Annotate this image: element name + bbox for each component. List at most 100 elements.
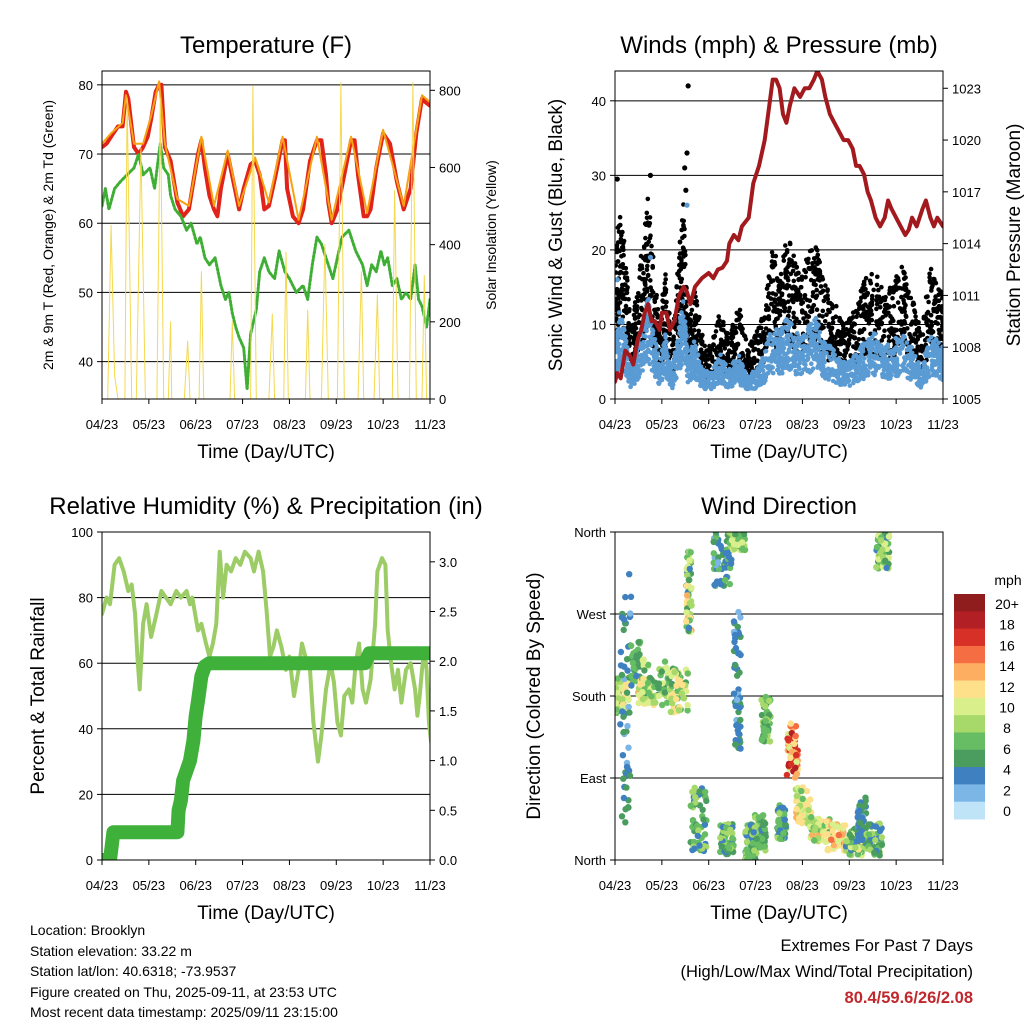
scatter-point-0: [786, 313, 791, 319]
scatter-point-1: [663, 351, 668, 357]
scatter-spike-1: [684, 202, 690, 208]
x-tick-label: 04/23: [86, 417, 119, 432]
scatter-point-1: [810, 354, 816, 360]
scatter-point-0: [795, 287, 801, 293]
scatter-point-0: [624, 270, 629, 276]
scatter-point-0: [641, 245, 647, 250]
direction-point: [628, 682, 635, 689]
scatter-point-0: [786, 293, 792, 298]
scatter-point-1: [784, 326, 790, 332]
direction-point: [701, 831, 709, 838]
scatter-point-0: [810, 305, 815, 311]
scatter-point-0: [862, 282, 867, 288]
direction-point: [835, 838, 842, 845]
direction-point: [729, 835, 736, 842]
series-line-3: [102, 82, 430, 399]
x-axis-label: Time (Day/UTC): [710, 903, 848, 924]
scatter-point-0: [798, 285, 804, 290]
scatter-point-1: [836, 372, 841, 377]
scatter-point-0: [778, 308, 783, 314]
direction-point: [615, 684, 620, 692]
scatter-point-0: [692, 313, 698, 319]
direction-point: [730, 540, 738, 548]
direction-point: [803, 788, 811, 795]
scatter-point-0: [882, 328, 887, 334]
scatter-point-0: [619, 253, 624, 259]
scatter-point-0: [936, 287, 941, 292]
scatter-point-0: [911, 300, 916, 306]
scatter-point-0: [901, 269, 906, 275]
x-tick-label: 11/23: [414, 878, 446, 893]
scatter-point-0: [805, 319, 810, 324]
scatter-point-1: [907, 370, 912, 375]
direction-point: [654, 681, 661, 689]
scatter-point-1: [650, 332, 656, 337]
scatter-point-1: [778, 364, 784, 369]
direction-point: [683, 592, 691, 599]
plot-area: [102, 549, 430, 860]
scatter-point-0: [616, 229, 622, 234]
scatter-point-1: [623, 338, 628, 344]
scatter-point-1: [902, 334, 907, 340]
scatter-point-0: [886, 310, 891, 316]
scatter-point-1: [728, 378, 734, 383]
direction-point: [833, 823, 841, 830]
y-right-tick-label: 1.5: [439, 704, 457, 719]
scatter-point-1: [931, 368, 936, 374]
scatter-point-0: [876, 287, 881, 293]
direction-point: [760, 821, 767, 828]
direction-point: [668, 695, 675, 702]
scatter-point-0: [718, 347, 723, 353]
scatter-point-0: [837, 351, 843, 357]
scatter-point-0: [869, 293, 875, 299]
scatter-point-0: [798, 297, 803, 303]
scatter-point-0: [682, 226, 687, 232]
scatter-point-0: [662, 281, 668, 286]
scatter-point-0: [615, 259, 621, 264]
scatter-point-0: [617, 214, 623, 220]
scatter-point-0: [840, 323, 846, 329]
scatter-point-0: [714, 323, 719, 328]
direction-point: [782, 821, 789, 828]
scatter-point-0: [641, 270, 646, 276]
direction-point: [627, 593, 635, 600]
scatter-point-1: [830, 351, 836, 356]
y-right-tick-label: 1020: [952, 133, 981, 148]
scatter-point-0: [627, 341, 633, 346]
scatter-point-1: [809, 368, 814, 374]
scatter-point-1: [874, 349, 880, 354]
scatter-point-1: [700, 367, 705, 373]
scatter-point-1: [773, 348, 779, 354]
plot-area: [102, 80, 430, 399]
scatter-point-0: [688, 337, 694, 342]
scatter-point-1: [784, 362, 790, 367]
scatter-point-0: [637, 312, 642, 318]
scatter-point-1: [653, 341, 659, 347]
scatter-point-0: [928, 266, 934, 272]
scatter-point-1: [678, 339, 683, 344]
scatter-point-0: [777, 296, 783, 301]
y-right-tick-label: 400: [439, 238, 461, 253]
scatter-point-0: [782, 301, 788, 306]
scatter-point-1: [775, 344, 781, 350]
scatter-point-1: [869, 347, 875, 353]
direction-point: [805, 806, 812, 814]
scatter-point-0: [709, 346, 715, 351]
x-tick-label: 11/23: [414, 417, 446, 432]
scatter-point-1: [866, 337, 872, 342]
scatter-point-0: [799, 301, 804, 307]
scatter-point-1: [677, 353, 682, 359]
scatter-point-0: [807, 298, 813, 304]
scatter-point-1: [731, 373, 736, 379]
scatter-point-0: [620, 296, 626, 301]
scatter-point-0: [896, 285, 901, 291]
scatter-point-0: [619, 233, 624, 238]
direction-point: [687, 802, 695, 809]
scatter-point-0: [636, 291, 641, 296]
scatter-point-0: [638, 253, 644, 259]
scatter-point-1: [635, 358, 641, 364]
scatter-point-1: [793, 363, 798, 369]
scatter-point-0: [912, 332, 917, 337]
y-right-tick-label: 1017: [952, 185, 981, 200]
